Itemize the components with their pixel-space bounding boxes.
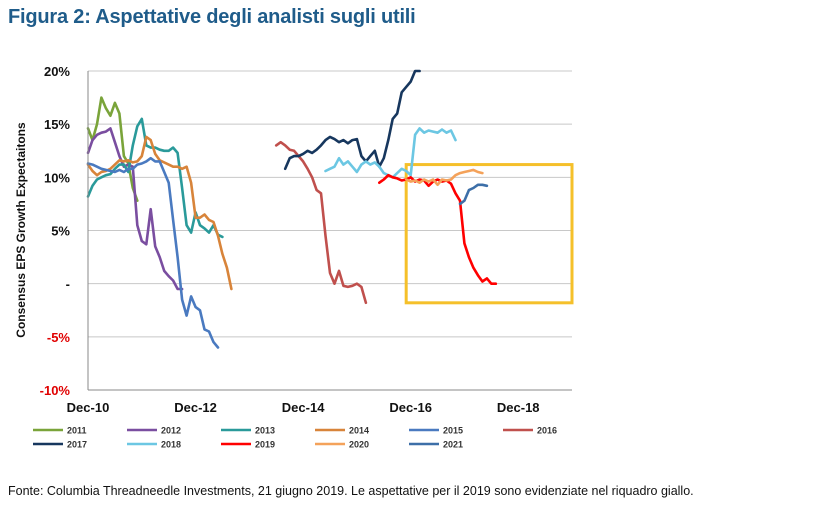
legend-label-2019: 2019 <box>255 440 275 450</box>
y-tick-label: -5% <box>47 330 71 345</box>
y-tick-label: -10% <box>40 383 71 398</box>
axes: 20% 15% 10% 5% - -5% -10% Dec-10 Dec-12 Dec-14 Dec… <box>40 64 572 415</box>
figure-title: Figura 2: Aspettative degli analisti sug… <box>8 6 416 28</box>
x-tick-label: Dec-12 <box>174 400 217 415</box>
y-axis-label: Consensus EPS Growth Expectaitons <box>14 122 28 338</box>
highlight-box <box>404 163 574 305</box>
series-line-2020 <box>404 168 484 187</box>
series-line-2012 <box>86 127 184 291</box>
legend-label-2021: 2021 <box>443 440 463 450</box>
legend-label-2017: 2017 <box>67 440 87 450</box>
legend-label-2020: 2020 <box>349 440 369 450</box>
series-line-2017 <box>283 69 421 171</box>
series-line-2016 <box>274 140 368 305</box>
source-note: Fonte: Columbia Threadneedle Investments… <box>8 484 694 498</box>
series-line-2021 <box>458 183 489 206</box>
series-line-2013 <box>86 117 224 239</box>
eps-line-chart: 20% 15% 10% 5% - -5% -10% Dec-10 Dec-12 Dec-14 Dec… <box>14 64 574 450</box>
legend-label-2015: 2015 <box>443 426 463 436</box>
y-tick-label: 15% <box>44 117 70 132</box>
legend: 2011 2012 2013 2014 2015 2016 2017 2018 2019 2020… <box>33 426 557 450</box>
y-tick-label: 10% <box>44 170 70 185</box>
series-lines <box>86 69 498 349</box>
legend-label-2016: 2016 <box>537 426 557 436</box>
y-tick-label: - <box>66 277 70 292</box>
y-tick-label: 5% <box>51 224 70 239</box>
series-line-2015 <box>86 156 220 349</box>
x-tick-label: Dec-18 <box>497 400 540 415</box>
x-tick-label: Dec-16 <box>389 400 432 415</box>
series-line-2019 <box>378 173 498 285</box>
gridlines <box>88 70 572 391</box>
legend-label-2013: 2013 <box>255 426 275 436</box>
legend-label-2011: 2011 <box>67 426 87 436</box>
series-line-2011 <box>86 96 139 202</box>
series-line-2014 <box>86 135 233 291</box>
legend-label-2014: 2014 <box>349 426 369 436</box>
x-tick-label: Dec-14 <box>282 400 325 415</box>
highlight-box-layer <box>404 163 574 305</box>
legend-label-2012: 2012 <box>161 426 181 436</box>
legend-label-2018: 2018 <box>161 440 181 450</box>
y-tick-label: 20% <box>44 64 70 79</box>
x-tick-label: Dec-10 <box>67 400 110 415</box>
